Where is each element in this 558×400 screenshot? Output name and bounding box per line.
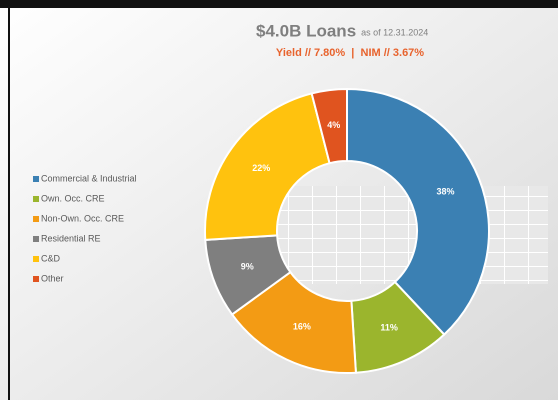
slice-label: 11% [380,323,398,333]
slice-label: 16% [293,321,311,331]
legend-label: Own. Occ. CRE [41,193,105,203]
title-note: as of 12.31.2024 [361,27,428,37]
donut-slice [346,87,491,336]
legend-label: Residential RE [41,233,101,243]
legend-swatch [33,236,39,242]
legend-swatch [33,276,39,282]
donut: 38% 11% 16% 9% 22% 4% [204,87,491,374]
slice-label: 38% [437,186,455,196]
donut-slice [310,87,348,165]
legend: Commercial & Industrial Own. Occ. CRE Non-… [33,173,137,283]
legend-label: C&D [41,253,61,263]
left-border [8,8,10,400]
legend-label: Other [41,273,64,283]
legend-swatch [33,176,39,182]
legend-swatch [33,256,39,262]
donut-slice [204,92,331,241]
chart-title: $4.0B Loans [256,21,356,40]
top-bar [0,0,558,8]
slice-label: 9% [241,261,254,271]
legend-label: Commercial & Industrial [41,173,137,183]
legend-label: Non-Own. Occ. CRE [41,213,124,223]
slice-label: 22% [252,163,270,173]
slice-label: 4% [327,120,340,130]
chart-subtitle: Yield // 7.80% | NIM // 3.67% [276,47,424,59]
legend-swatch [33,196,39,202]
legend-swatch [33,216,39,222]
